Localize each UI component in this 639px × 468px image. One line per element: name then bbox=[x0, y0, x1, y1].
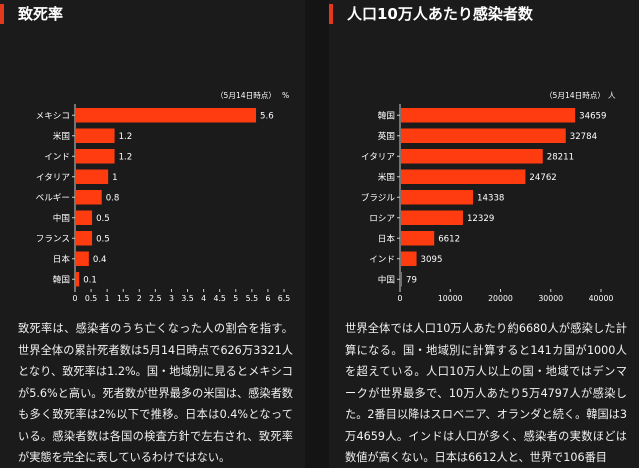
category-label: 韓国 bbox=[53, 274, 70, 285]
x-tick-label: 5 bbox=[233, 294, 238, 303]
unit-label: 人 bbox=[608, 91, 616, 100]
unit-label: % bbox=[282, 91, 289, 100]
x-tick-label: 0.5 bbox=[85, 294, 97, 303]
value-label: 0.1 bbox=[83, 275, 97, 285]
chart-title: 人口10万人あたり感染者数 bbox=[347, 5, 533, 23]
value-label: 6612 bbox=[438, 234, 460, 244]
bar bbox=[401, 272, 402, 287]
category-label: 日本 bbox=[378, 232, 396, 244]
bar bbox=[76, 251, 89, 266]
bar bbox=[401, 108, 576, 123]
x-tick-label: 3.5 bbox=[181, 294, 193, 303]
bar bbox=[401, 169, 526, 184]
bar bbox=[76, 231, 93, 246]
value-label: 79 bbox=[406, 275, 417, 285]
fatality-rate-description: 致死率は、感染者のうち亡くなった人の割合を指す。世界全体の累計死者数は5月14日… bbox=[18, 322, 293, 464]
category-label: 米国 bbox=[53, 130, 70, 142]
bar bbox=[401, 251, 417, 266]
bar bbox=[401, 190, 474, 205]
value-label: 5.6 bbox=[260, 111, 274, 121]
category-label: フランス bbox=[36, 233, 70, 244]
value-label: 14338 bbox=[477, 193, 504, 203]
x-tick-label: 6.5 bbox=[278, 294, 290, 303]
x-tick-label: 2.5 bbox=[149, 294, 161, 303]
bar bbox=[401, 210, 463, 225]
category-label: イタリア bbox=[361, 151, 395, 162]
value-label: 28211 bbox=[547, 152, 574, 162]
bar bbox=[76, 190, 102, 205]
x-tick-label: 3 bbox=[169, 294, 174, 303]
category-label: ブラジル bbox=[361, 191, 396, 203]
category-label: インド bbox=[44, 152, 70, 162]
bar bbox=[76, 272, 80, 287]
category-label: 韓国 bbox=[378, 110, 395, 121]
date-note: （5月14日時点） bbox=[216, 91, 276, 100]
category-label: 米国 bbox=[378, 171, 395, 183]
x-tick-label: 1 bbox=[105, 294, 110, 303]
panel-cases-per-100k: 人口10万人あたり感染者数 （5月14日時点）人韓国 34659 英国 32784 イタ… bbox=[329, 0, 639, 468]
x-tick-label: 0 bbox=[73, 294, 78, 303]
x-tick-label: 20000 bbox=[488, 294, 513, 303]
bar bbox=[401, 149, 543, 164]
date-note: （5月14日時点） bbox=[545, 91, 605, 100]
x-tick-label: 10000 bbox=[438, 294, 463, 303]
cases-per-100k-chart: （5月14日時点） 人韓国 34659 英国 32784 イタリア 28211 米国 24762… bbox=[361, 91, 616, 303]
value-label: 0.8 bbox=[106, 193, 120, 203]
chart-title: 致死率 bbox=[18, 5, 64, 23]
category-label: ベルギー bbox=[36, 192, 70, 203]
bar bbox=[401, 128, 566, 143]
bar bbox=[76, 169, 109, 184]
panel-fatality-rate: 致死率 （5月14日時点）% メキシコ 5.6 米国 1.2 インド 1.2 イタリア 1 ベルギ… bbox=[0, 0, 305, 468]
category-label: 中国 bbox=[53, 212, 70, 224]
fatality-rate-chart: （5月14日時点） % メキシコ 5.6 米国 1.2 インド 1.2 イタリア 1 ベルギー 0.8… bbox=[36, 91, 291, 303]
value-label: 1 bbox=[112, 173, 117, 183]
x-tick-label: 4.5 bbox=[213, 294, 225, 303]
value-label: 24762 bbox=[529, 173, 556, 183]
x-tick-label: 0 bbox=[398, 294, 403, 303]
value-label: 1.2 bbox=[119, 152, 133, 162]
value-label: 3095 bbox=[421, 255, 443, 265]
category-label: インド bbox=[369, 255, 395, 265]
x-tick-label: 30000 bbox=[538, 294, 563, 303]
value-label: 0.4 bbox=[93, 255, 107, 265]
bar bbox=[76, 149, 115, 164]
x-tick-label: 5.5 bbox=[246, 294, 258, 303]
x-tick-label: 4 bbox=[201, 294, 206, 303]
bar bbox=[76, 108, 257, 123]
title-accent-bar bbox=[0, 4, 4, 24]
bar bbox=[76, 128, 115, 143]
bar bbox=[401, 231, 435, 246]
cases-per-100k-description: 世界全体では人口10万人あたり約6680人が感染した計算になる。国・地域別に計算… bbox=[345, 322, 627, 464]
title-accent-bar bbox=[329, 4, 333, 24]
value-label: 1.2 bbox=[119, 132, 133, 142]
x-tick-label: 2 bbox=[137, 294, 142, 303]
category-label: メキシコ bbox=[36, 111, 70, 121]
x-tick-label: 40000 bbox=[589, 294, 614, 303]
value-label: 0.5 bbox=[96, 234, 110, 244]
bar bbox=[76, 210, 93, 225]
category-label: 中国 bbox=[378, 273, 395, 285]
x-tick-label: 1.5 bbox=[117, 294, 129, 303]
category-label: 日本 bbox=[53, 253, 71, 265]
category-label: 英国 bbox=[378, 130, 395, 142]
value-label: 34659 bbox=[579, 111, 606, 121]
category-label: ロシア bbox=[369, 214, 395, 224]
x-tick-label: 6 bbox=[265, 294, 270, 303]
value-label: 32784 bbox=[570, 132, 597, 142]
category-label: イタリア bbox=[36, 172, 70, 183]
value-label: 12329 bbox=[467, 214, 494, 224]
value-label: 0.5 bbox=[96, 214, 110, 224]
